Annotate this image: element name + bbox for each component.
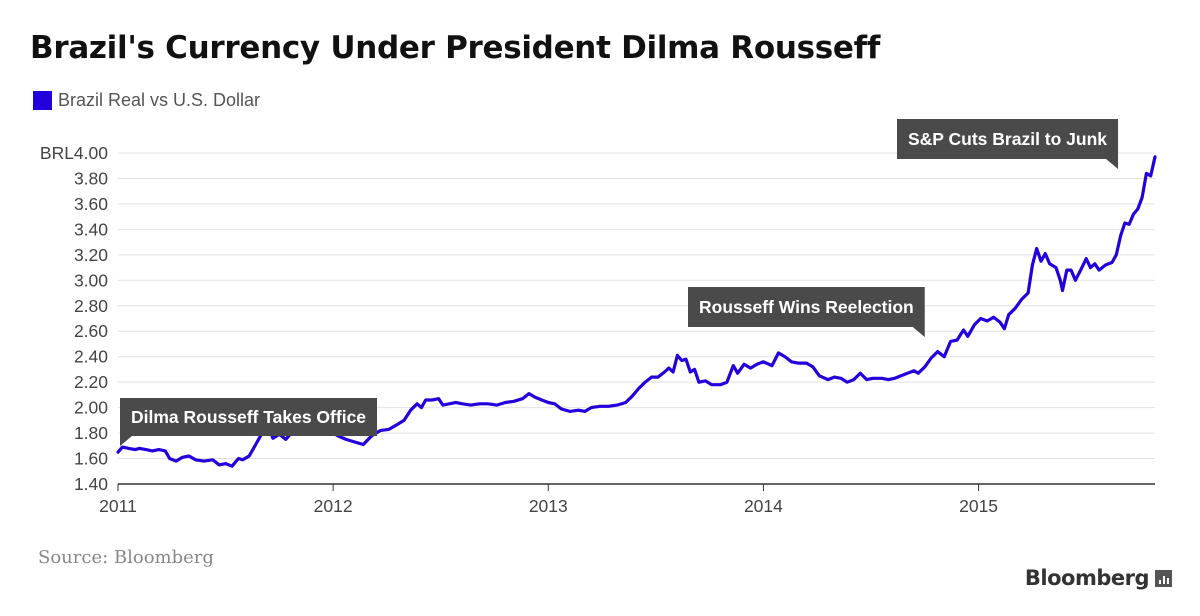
bloomberg-logo: Bloomberg xyxy=(1025,566,1172,590)
y-tick-label: BRL4.00 xyxy=(40,143,108,163)
y-tick-label: 1.80 xyxy=(74,423,108,443)
annotations: Dilma Rousseff Takes Office Rousseff Wins… xyxy=(120,119,1119,446)
y-tick-label: 3.40 xyxy=(74,219,108,239)
y-tick-label: 3.00 xyxy=(74,270,108,290)
annotation-pointer xyxy=(1106,159,1119,169)
annotation-label: Dilma Rousseff Takes Office xyxy=(131,407,366,427)
x-tick-label: 2014 xyxy=(744,496,783,516)
y-tick-label: 2.40 xyxy=(74,347,108,367)
y-tick-label: 1.40 xyxy=(74,474,108,494)
chart-title: Brazil's Currency Under President Dilma … xyxy=(30,30,881,66)
y-tick-label: 2.60 xyxy=(74,321,108,341)
legend-label: Brazil Real vs U.S. Dollar xyxy=(58,90,261,110)
y-tick-label: 3.20 xyxy=(74,245,108,265)
annotation-box xyxy=(688,287,925,327)
x-tick-label: 2012 xyxy=(314,496,353,516)
y-tick-label: 2.80 xyxy=(74,296,108,316)
annotation-box xyxy=(897,119,1119,159)
bar-chart-icon xyxy=(1155,569,1172,587)
annotation-junk: S&P Cuts Brazil to Junk xyxy=(897,119,1119,169)
y-tick-label: 1.60 xyxy=(74,449,108,469)
annotation-pointer xyxy=(120,436,132,446)
y-axis-ticks: 1.40 1.60 1.80 2.00 2.20 2.40 2.60 2.80 3.00 3.20… xyxy=(40,143,108,494)
y-tick-label: 2.00 xyxy=(74,398,108,418)
x-tick-label: 2015 xyxy=(959,496,998,516)
annotation-takes-office: Dilma Rousseff Takes Office xyxy=(120,398,378,446)
annotation-label: S&P Cuts Brazil to Junk xyxy=(908,129,1107,149)
annotation-wins-reelection: Rousseff Wins Reelection xyxy=(688,287,925,337)
legend: Brazil Real vs U.S. Dollar xyxy=(33,90,260,111)
source-note: Source: Bloomberg xyxy=(38,547,214,568)
grid-lines xyxy=(118,152,1155,485)
x-tick-label: 2013 xyxy=(529,496,568,516)
y-tick-label: 3.60 xyxy=(74,194,108,214)
annotation-label: Rousseff Wins Reelection xyxy=(699,297,914,317)
annotation-box xyxy=(120,398,378,436)
annotation-pointer xyxy=(912,327,925,337)
x-tick-label: 2011 xyxy=(99,496,137,516)
legend-swatch xyxy=(33,91,52,110)
y-tick-label: 2.20 xyxy=(74,372,108,392)
brand-text: Bloomberg xyxy=(1024,566,1150,590)
x-axis-ticks: 2011 2012 2013 2014 2015 xyxy=(99,484,998,516)
y-tick-label: 3.80 xyxy=(74,168,108,188)
